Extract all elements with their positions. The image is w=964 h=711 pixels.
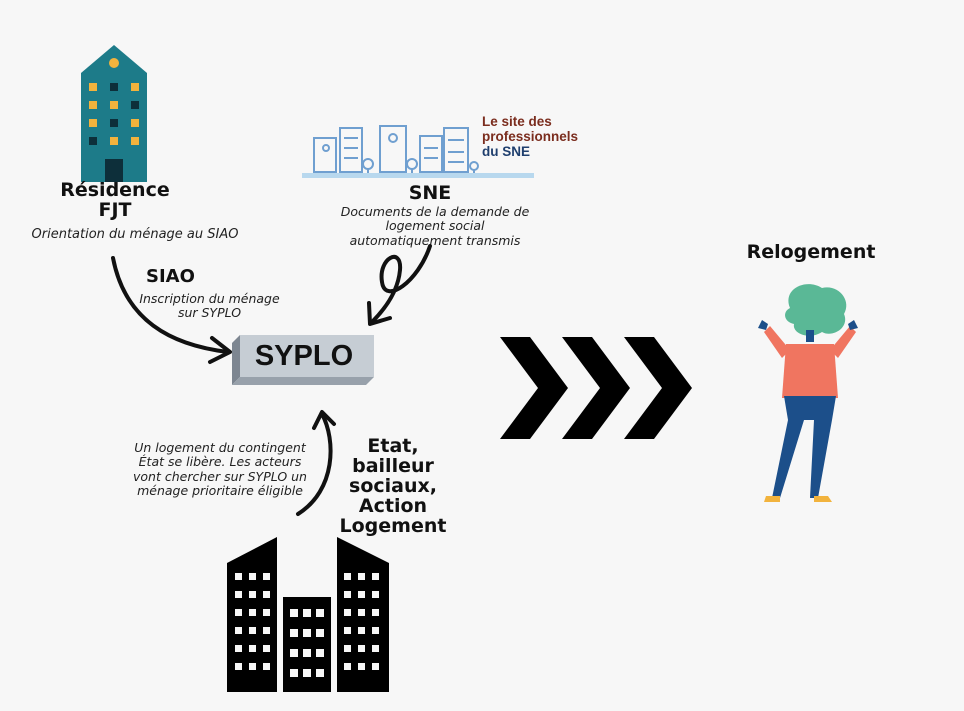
- sne-title: SNE: [408, 182, 452, 204]
- sne-logo-line1: Le site des: [482, 114, 552, 129]
- sne-logo-icon: [302, 125, 534, 178]
- actors-buildings-icon: [227, 537, 389, 692]
- siao-title: SIAO: [146, 266, 195, 287]
- relogement-title: Relogement: [746, 241, 876, 263]
- actors-title: Etat, bailleur sociaux, Action Logement: [334, 436, 452, 536]
- actors-title-line1: Etat,: [367, 435, 419, 457]
- sne-logo-line2: professionnels: [482, 129, 579, 144]
- siao-subtitle: Inscription du ménage sur SYPLO: [139, 291, 280, 321]
- syplo-box: [232, 335, 374, 385]
- residence-title-line1: Résidence: [60, 179, 170, 201]
- happy-person-icon: [758, 284, 858, 502]
- sne-subtitle: Documents de la demande de logement soci…: [340, 204, 530, 248]
- residence-title-line2: FJT: [98, 199, 132, 221]
- actors-title-line5: Logement: [339, 515, 447, 537]
- triple-chevron-icon: [500, 337, 692, 439]
- syplo-label: SYPLO: [254, 340, 354, 372]
- sne-logo-text: Le site des professionnels du SNE: [482, 114, 602, 159]
- sne-logo-line3: du SNE: [482, 144, 531, 159]
- actors-title-line2: bailleur: [352, 455, 434, 477]
- residence-title: Résidence FJT: [40, 180, 190, 220]
- actors-title-line3: sociaux,: [349, 475, 437, 497]
- vacancy-note: Un logement du contingent État se libère…: [133, 440, 307, 499]
- residence-subtitle: Orientation du ménage au SIAO: [31, 227, 239, 242]
- residence-building-icon: [81, 45, 147, 182]
- actors-title-line4: Action: [358, 495, 428, 517]
